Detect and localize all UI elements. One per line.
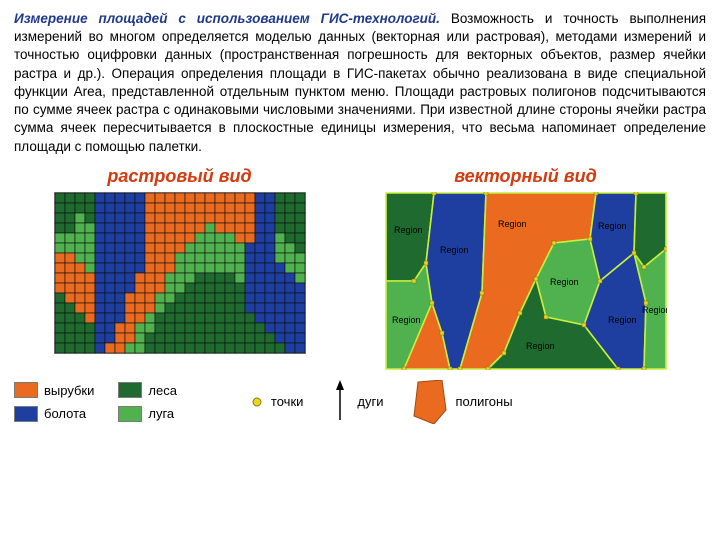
legend-points: точки [251,393,303,411]
svg-text:Region: Region [392,315,421,325]
legend-forest: леса [118,382,177,400]
figure-row: растровый вид векторный вид RegionRegion… [14,164,706,370]
svg-text:Region: Region [498,219,527,229]
legend-arcs: дуги [331,380,383,424]
swatch-swamp [14,406,38,422]
raster-panel: растровый вид [54,164,306,370]
arc-icon [331,380,349,424]
legend-arcs-label: дуги [357,393,383,411]
vector-title: векторный вид [385,164,667,188]
legend-points-label: точки [271,393,303,411]
legend-polygons-label: полигоны [456,393,513,411]
svg-text:Region: Region [550,277,579,287]
legend-vector: точки дуги полигоны [251,380,513,424]
raster-title: растровый вид [54,164,306,188]
svg-text:Region: Region [642,305,667,315]
legend-meadow-label: луга [148,405,174,423]
polygon-icon [412,380,448,424]
swatch-meadow [118,406,142,422]
vector-panel: векторный вид RegionRegionRegionRegionRe… [385,164,667,370]
legend-col-2: леса луга [118,382,177,423]
legend-forest-label: леса [148,382,177,400]
svg-text:Region: Region [608,315,637,325]
legend-meadow: луга [118,405,177,423]
svg-text:Region: Region [440,245,469,255]
heading-text: Измерение площадей с использованием ГИС-… [14,11,440,26]
vector-map: Region Region Region Region Region Region Regi… [385,192,667,370]
swatch-forest [118,382,142,398]
body-text: Возможность и точность выполнения измере… [14,11,706,154]
legend-row: вырубки болота леса луга точки дуги [14,380,706,424]
legend-cut-label: вырубки [44,382,94,400]
point-icon [251,396,263,408]
legend-swamp: болота [14,405,94,423]
legend-col-1: вырубки болота [14,382,94,423]
main-paragraph: Измерение площадей с использованием ГИС-… [14,10,706,156]
svg-text:Region: Region [526,341,555,351]
raster-grid [54,192,306,354]
svg-text:Region: Region [598,221,627,231]
legend-swamp-label: болота [44,405,86,423]
svg-text:Region: Region [394,225,423,235]
swatch-cut [14,382,38,398]
legend-polygons: полигоны [412,380,513,424]
legend-cut: вырубки [14,382,94,400]
